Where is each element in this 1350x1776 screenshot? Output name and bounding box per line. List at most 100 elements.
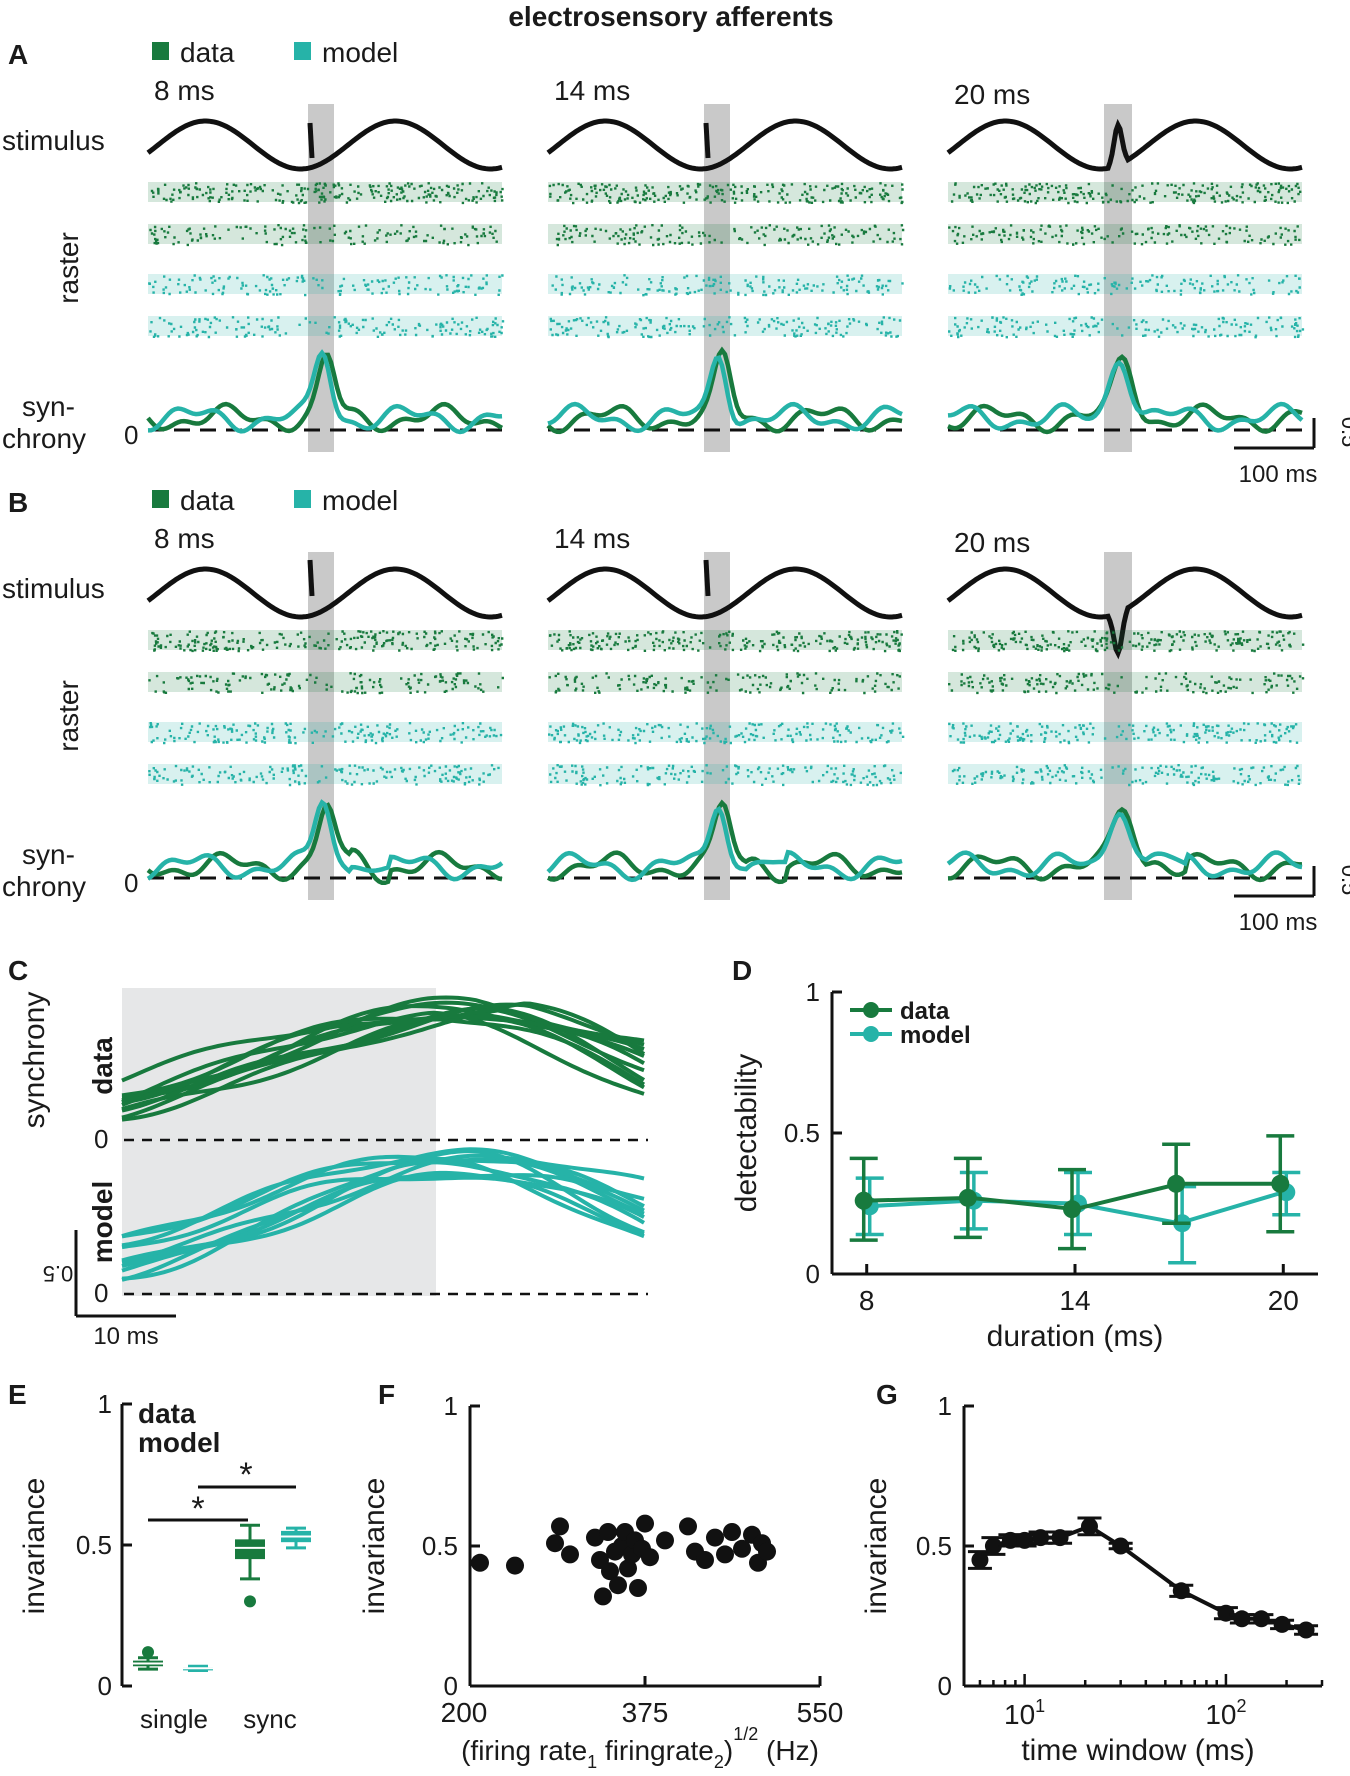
y-axis-label: invariance [860,1478,893,1615]
scatter-point [594,1587,612,1606]
duration-label: 20 ms [954,527,1030,558]
duration-label: 8 ms [154,523,215,554]
column-8ms: 8 ms [146,523,505,900]
legend-swatch-data [152,490,169,508]
stimulus-trace [546,118,903,172]
scale-bar-y-label: 0.5 [1337,865,1350,896]
outlier [142,1646,154,1659]
raster-band [148,274,502,294]
raster-model-row-2 [948,764,1302,787]
scatter-point [629,1579,647,1597]
stimulus-step [703,122,711,159]
data-point [1297,1621,1315,1639]
x-tick-label: 200 [441,1697,488,1728]
column-20ms: 20 ms [946,527,1305,900]
figure-title: electrosensory afferents [508,1,833,32]
raster-band [148,672,502,692]
data-point [1273,1615,1291,1633]
raster-model-row-1 [948,722,1302,745]
y-axis-label: invariance [18,1478,51,1615]
raster-band [148,764,502,784]
scatter-point [696,1551,714,1569]
y-axis-label: invariance [358,1478,391,1615]
data-point [1080,1517,1098,1535]
panel-letter: G [876,1379,898,1410]
raster-model-row-2 [548,316,902,339]
raster-band [548,224,902,244]
raster-band [948,224,1302,244]
data-point [1233,1610,1251,1628]
significance-star-model: * [239,1456,252,1494]
stimulus-label: stimulus [2,573,105,604]
raster-model-row-2 [948,316,1305,339]
column-14ms: 14 ms [546,75,905,452]
model-label: model [87,1181,118,1263]
scatter-point [636,1514,654,1533]
x-axis-label: (firing rate1​ firingrate2​)1/2​ (Hz) [461,1724,819,1772]
x-tick-label: 102 [1205,1696,1246,1730]
raster-band [548,672,902,692]
x-tick-exponent: 1 [1035,1696,1045,1716]
raster-spikes [948,672,1305,695]
data-zero-label: 0 [94,1124,108,1154]
legend-swatch-model [294,490,311,508]
y-tick-label: 0 [938,1671,952,1701]
duration-label: 14 ms [554,75,630,106]
box-single-data [133,1646,163,1671]
raster-data-row-1 [148,630,504,653]
significance-star-data: * [191,1490,204,1528]
duration-label: 20 ms [954,79,1030,110]
raster-spikes [555,224,905,247]
raster-model-row-1 [148,274,504,297]
legend-marker-model [863,1026,879,1042]
synchrony-model-trace [546,805,903,883]
data-point [1016,1531,1034,1549]
x-axis-label-part: firingrate [597,1735,714,1766]
raster-label: raster [53,680,84,752]
data-point [1172,1582,1190,1600]
raster-data-row-2 [148,672,505,695]
x-axis-label-paren: ) [724,1735,733,1766]
raster-model-row-1 [548,722,905,745]
raster-spikes [948,722,1299,745]
y-tick-label: 0.5 [76,1530,112,1560]
model-synchrony-trace [121,1160,646,1273]
raster-band [148,224,502,244]
raster-band [548,764,902,784]
raster-spikes [151,630,504,653]
scatter-point [656,1531,674,1550]
y-tick-label: 1 [806,977,820,1007]
data-point [1271,1174,1290,1193]
synchrony-model-trace [947,359,1304,433]
stimulus-trace [946,118,1303,172]
scatter-point [471,1553,489,1572]
raster-model-row-1 [148,722,503,745]
x-tick-label: 14 [1059,1285,1090,1316]
x-axis-label-part: (firing rate [461,1735,587,1766]
x-tick-base: 10 [1205,1699,1236,1730]
stimulus-step [307,559,315,597]
legend-label-model: model [138,1427,220,1458]
y-tick-label: 0 [98,1671,112,1701]
legend-label-model: model [322,37,398,68]
raster-band [548,274,902,294]
raster-data-row-1 [148,182,504,205]
stimulus-trace [146,118,503,172]
stimulus-label: stimulus [2,125,105,156]
panel-d: D 0 0.5 1 8 14 20 duration (ms) detectability dat… [730,955,1318,1353]
scatter-point [758,1542,776,1561]
data-point [854,1191,873,1210]
y-tick-label: 0.5 [784,1118,820,1148]
raster-spikes [548,630,903,653]
scatter-point [619,1559,637,1578]
synchrony-zero-label: 0 [124,420,138,450]
synchrony-data-trace [546,799,903,885]
data-point [1112,1537,1130,1555]
x-axis-label-part: 2 [714,1752,724,1772]
synchrony-data-trace [947,806,1303,883]
